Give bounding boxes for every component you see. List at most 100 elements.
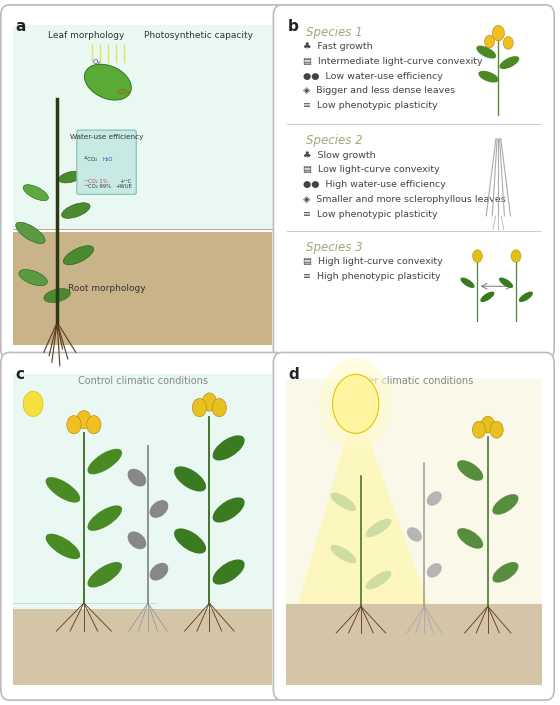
Circle shape bbox=[87, 416, 101, 434]
Text: O₂: O₂ bbox=[93, 59, 101, 66]
Ellipse shape bbox=[457, 460, 483, 481]
Bar bbox=[13, 608, 272, 685]
Circle shape bbox=[473, 422, 486, 438]
Text: ♣  Fast growth: ♣ Fast growth bbox=[302, 42, 372, 51]
FancyBboxPatch shape bbox=[273, 352, 554, 700]
Ellipse shape bbox=[23, 185, 48, 201]
Ellipse shape bbox=[128, 532, 146, 549]
Ellipse shape bbox=[87, 562, 122, 587]
Text: ≡  High phenotypic plasticity: ≡ High phenotypic plasticity bbox=[302, 272, 440, 281]
Text: c: c bbox=[16, 367, 25, 381]
Ellipse shape bbox=[150, 563, 169, 581]
Ellipse shape bbox=[174, 529, 206, 553]
Ellipse shape bbox=[44, 288, 71, 302]
Text: Species 1: Species 1 bbox=[306, 26, 363, 39]
Bar bbox=[286, 379, 542, 606]
Ellipse shape bbox=[213, 436, 245, 460]
Circle shape bbox=[67, 416, 81, 434]
Text: ◈  Bigger and less dense leaves: ◈ Bigger and less dense leaves bbox=[302, 86, 455, 95]
Ellipse shape bbox=[45, 477, 80, 503]
Text: ◈  Smaller and more sclerophyllous leaves: ◈ Smaller and more sclerophyllous leaves bbox=[302, 195, 505, 204]
FancyBboxPatch shape bbox=[1, 352, 284, 700]
Text: ¹²CO₂: ¹²CO₂ bbox=[84, 157, 98, 161]
Circle shape bbox=[503, 37, 513, 49]
Ellipse shape bbox=[213, 560, 245, 584]
Circle shape bbox=[473, 250, 482, 262]
Text: ≡  Low phenotypic plasticity: ≡ Low phenotypic plasticity bbox=[302, 209, 437, 219]
Ellipse shape bbox=[16, 222, 45, 244]
Ellipse shape bbox=[87, 505, 122, 531]
Circle shape bbox=[77, 410, 91, 429]
Text: ¹²CO₂ 1%: ¹²CO₂ 1% bbox=[84, 179, 108, 184]
Text: Control climatic conditions: Control climatic conditions bbox=[78, 376, 208, 386]
Text: Photosynthetic capacity: Photosynthetic capacity bbox=[144, 31, 253, 40]
Circle shape bbox=[481, 416, 494, 433]
Text: ≡  Low phenotypic plasticity: ≡ Low phenotypic plasticity bbox=[302, 101, 437, 110]
Text: +¹³C: +¹³C bbox=[120, 179, 132, 184]
Ellipse shape bbox=[500, 56, 519, 69]
Circle shape bbox=[23, 391, 43, 417]
Text: ▤  Intermediate light-curve convexity: ▤ Intermediate light-curve convexity bbox=[302, 57, 482, 66]
Bar bbox=[13, 232, 272, 345]
Text: Leaf morphology: Leaf morphology bbox=[48, 31, 124, 40]
Ellipse shape bbox=[499, 278, 513, 288]
Ellipse shape bbox=[407, 527, 422, 541]
Polygon shape bbox=[297, 404, 430, 606]
Circle shape bbox=[333, 374, 379, 434]
Ellipse shape bbox=[150, 500, 169, 518]
Text: ●●  Low water-use efficiency: ●● Low water-use efficiency bbox=[302, 72, 442, 80]
Ellipse shape bbox=[85, 64, 132, 100]
Ellipse shape bbox=[330, 545, 356, 563]
Bar bbox=[13, 25, 272, 229]
Text: +WUE: +WUE bbox=[115, 184, 132, 189]
Ellipse shape bbox=[427, 491, 442, 505]
Ellipse shape bbox=[457, 528, 483, 548]
Bar bbox=[286, 603, 542, 685]
Circle shape bbox=[202, 393, 217, 411]
Ellipse shape bbox=[213, 498, 245, 522]
Text: b: b bbox=[288, 19, 299, 34]
Ellipse shape bbox=[174, 467, 206, 491]
Text: Species 2: Species 2 bbox=[306, 135, 363, 147]
FancyBboxPatch shape bbox=[1, 5, 284, 360]
Ellipse shape bbox=[492, 494, 519, 515]
Text: CO₂: CO₂ bbox=[118, 89, 130, 94]
Bar bbox=[13, 374, 272, 611]
Circle shape bbox=[490, 422, 503, 438]
Text: d: d bbox=[288, 367, 299, 381]
Ellipse shape bbox=[59, 171, 82, 183]
Text: H₂O: H₂O bbox=[102, 157, 113, 161]
Ellipse shape bbox=[477, 46, 496, 59]
Circle shape bbox=[492, 25, 505, 41]
Circle shape bbox=[212, 398, 226, 417]
Text: ▤  High light-curve convexity: ▤ High light-curve convexity bbox=[302, 257, 442, 266]
Text: ●●  High water-use efficiency: ●● High water-use efficiency bbox=[302, 180, 445, 189]
Text: Water-use efficiency: Water-use efficiency bbox=[70, 133, 143, 140]
Ellipse shape bbox=[478, 70, 498, 82]
Ellipse shape bbox=[492, 562, 519, 582]
FancyBboxPatch shape bbox=[77, 130, 136, 195]
Circle shape bbox=[484, 35, 494, 48]
Ellipse shape bbox=[427, 563, 442, 577]
Ellipse shape bbox=[19, 269, 48, 286]
Ellipse shape bbox=[366, 519, 391, 537]
Text: Root morphology: Root morphology bbox=[68, 284, 146, 293]
Text: Species 3: Species 3 bbox=[306, 241, 363, 254]
Text: Drier climatic conditions: Drier climatic conditions bbox=[354, 376, 473, 386]
Ellipse shape bbox=[63, 245, 94, 265]
Ellipse shape bbox=[480, 292, 494, 302]
Ellipse shape bbox=[460, 278, 475, 288]
Ellipse shape bbox=[128, 469, 146, 486]
Ellipse shape bbox=[519, 292, 533, 302]
Text: a: a bbox=[16, 19, 26, 34]
FancyBboxPatch shape bbox=[273, 5, 554, 360]
Circle shape bbox=[511, 250, 521, 262]
Ellipse shape bbox=[330, 493, 356, 511]
Ellipse shape bbox=[366, 571, 391, 589]
Text: ♣  Slow growth: ♣ Slow growth bbox=[302, 151, 375, 159]
Ellipse shape bbox=[87, 449, 122, 474]
Circle shape bbox=[320, 358, 391, 450]
Text: ¹³CO₂ 99%: ¹³CO₂ 99% bbox=[84, 184, 111, 189]
Circle shape bbox=[192, 398, 207, 417]
Text: ▤  Low light-curve convexity: ▤ Low light-curve convexity bbox=[302, 165, 439, 174]
